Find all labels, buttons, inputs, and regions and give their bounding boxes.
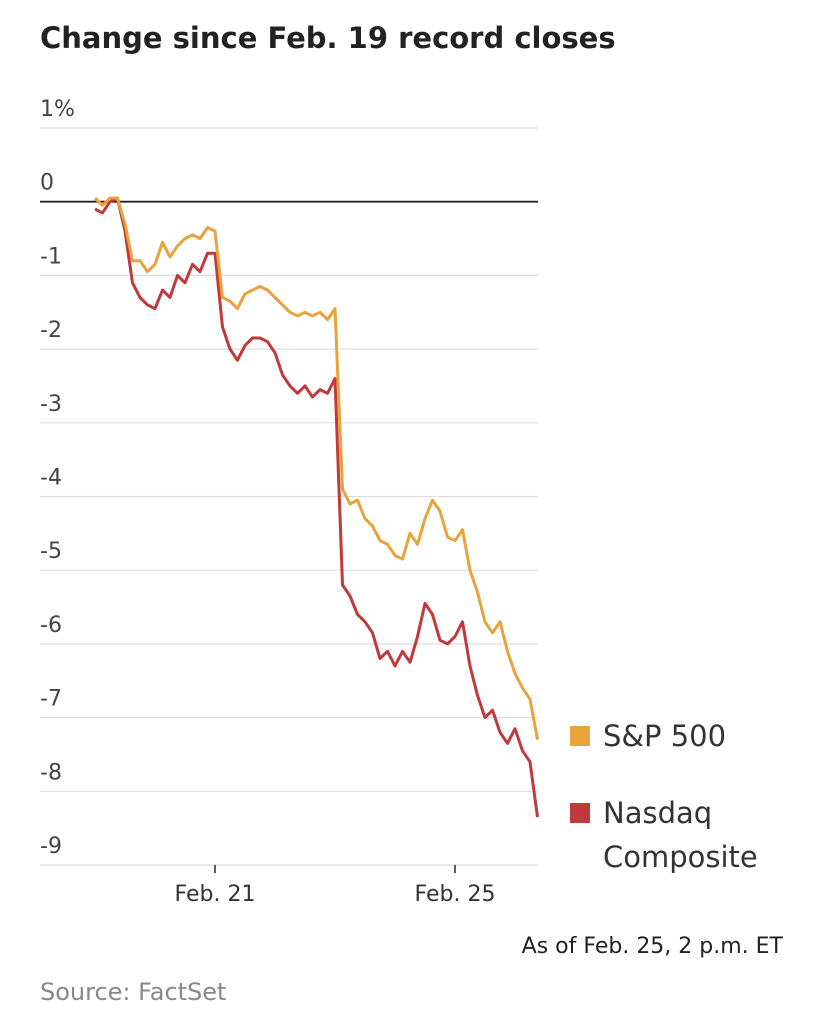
y-tick-label: 1% <box>40 97 75 122</box>
source: Source: FactSet <box>40 978 226 1006</box>
x-tick-label: Feb. 25 <box>415 882 496 907</box>
x-tick-label: Feb. 21 <box>175 882 256 907</box>
y-tick-label: 0 <box>40 171 54 196</box>
series-line <box>94 196 539 818</box>
note: As of Feb. 25, 2 p.m. ET <box>522 934 784 959</box>
legend-label: S&P 500 <box>603 719 727 753</box>
series-line <box>93 196 539 740</box>
y-tick-label: -4 <box>40 466 62 491</box>
legend-swatch <box>570 726 590 746</box>
y-tick-label: -7 <box>40 687 62 712</box>
y-tick-label: -6 <box>40 613 62 638</box>
legend-swatch <box>570 803 590 823</box>
y-tick-label: -8 <box>40 760 62 785</box>
y-tick-label: -5 <box>40 539 62 564</box>
chart-title: Change since Feb. 19 record closes <box>40 21 616 55</box>
y-tick-label: -3 <box>40 392 62 417</box>
y-tick-label: -9 <box>40 834 62 859</box>
y-tick-label: -2 <box>40 318 62 343</box>
y-tick-label: -1 <box>40 244 62 269</box>
legend-label: Nasdaq Composite <box>603 796 758 874</box>
